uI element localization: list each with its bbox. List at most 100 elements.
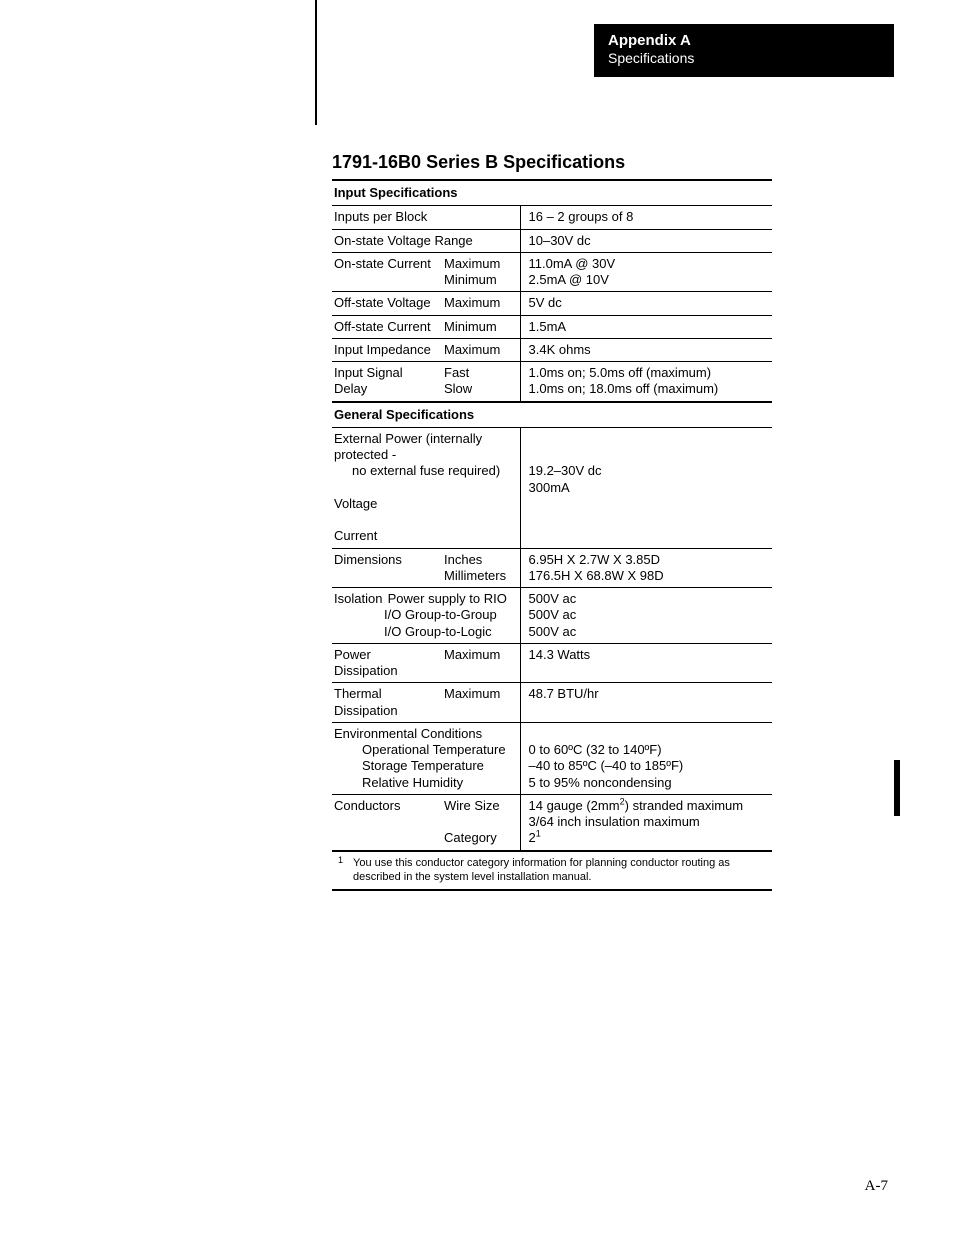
cell-label: Isolation Power supply to RIO I/O Group-… [332, 588, 520, 644]
change-bar [894, 760, 900, 816]
sub: Current [334, 528, 377, 543]
appendix-subtitle: Specifications [608, 50, 794, 67]
cell-value: 14 gauge (2mm2) stranded maximum 3/64 in… [520, 794, 772, 850]
val: 176.5H X 68.8W X 98D [529, 568, 664, 583]
cell-sublabel: Maximum [442, 292, 520, 315]
cell-value: 19.2–30V dc 300mA [520, 427, 772, 548]
table-row: Off-state Current Minimum 1.5mA [332, 315, 772, 338]
table-row: Dimensions Inches Millimeters 6.95H X 2.… [332, 548, 772, 588]
sub: Maximum [444, 256, 500, 271]
sub: Inches [444, 552, 482, 567]
val: 19.2–30V dc [529, 463, 602, 478]
sub: Wire Size [444, 798, 500, 813]
cell-label: Off-state Voltage [332, 292, 442, 315]
val: 0 to 60ºC (32 to 140ºF) [529, 742, 662, 757]
cell-label: Inputs per Block [332, 206, 520, 229]
header-box: Appendix A Specifications [594, 24, 894, 77]
cell-sublabel: Wire Size Category [442, 794, 520, 850]
sub: Power supply to RIO [388, 591, 507, 606]
sub: Voltage [334, 496, 377, 511]
cell-label: On-state Current [332, 252, 442, 292]
cell-value: 500V ac 500V ac 500V ac [520, 588, 772, 644]
footnote-number: 1 [338, 854, 343, 884]
table-row: On-state Voltage Range 10–30V dc [332, 229, 772, 252]
left-margin-rule [315, 0, 317, 125]
cell-value: 1.0ms on; 5.0ms off (maximum) 1.0ms on; … [520, 362, 772, 402]
table-row: Inputs per Block 16 – 2 groups of 8 [332, 206, 772, 229]
cell-value: 10–30V dc [520, 229, 772, 252]
cell-value: 6.95H X 2.7W X 3.85D 176.5H X 68.8W X 98… [520, 548, 772, 588]
val: –40 to 85ºC (–40 to 185ºF) [529, 758, 684, 773]
cell-value: 11.0mA @ 30V 2.5mA @ 10V [520, 252, 772, 292]
val: 300mA [529, 480, 570, 495]
cell-label: Power Dissipation [332, 643, 442, 683]
cell-label: Environmental Conditions Operational Tem… [332, 722, 520, 794]
sub: Millimeters [444, 568, 506, 583]
sub: I/O Group-to-Logic [384, 624, 492, 639]
cell-sublabel: Fast Slow [442, 362, 520, 402]
label: Isolation [334, 591, 384, 607]
label-line: no external fuse required) [334, 463, 500, 479]
appendix-label: Appendix A [608, 32, 794, 50]
val: 2.5mA @ 10V [529, 272, 609, 287]
cell-label: Input Impedance [332, 338, 442, 361]
table-row: Thermal Dissipation Maximum 48.7 BTU/hr [332, 683, 772, 723]
label-line: External Power (internally protected - [334, 431, 482, 462]
content: 1791-16B0 Series B Specifications Input … [332, 152, 772, 891]
section-heading-general: General Specifications [332, 402, 772, 428]
cell-label: Input Signal Delay [332, 362, 442, 402]
val: 11.0mA @ 30V [529, 256, 616, 271]
page-number: A-7 [865, 1178, 888, 1195]
table-row: Isolation Power supply to RIO I/O Group-… [332, 588, 772, 644]
sub: Operational Temperature [334, 742, 506, 758]
val: 5 to 95% noncondensing [529, 775, 672, 790]
val: 1.0ms on; 18.0ms off (maximum) [529, 381, 719, 396]
spec-table: Input Specifications Inputs per Block 16… [332, 179, 772, 852]
val: 500V ac [529, 591, 577, 606]
cell-value: 1.5mA [520, 315, 772, 338]
val: 2 [529, 830, 536, 845]
cell-value: 48.7 BTU/hr [520, 683, 772, 723]
table-row: Off-state Voltage Maximum 5V dc [332, 292, 772, 315]
sub: Minimum [444, 272, 497, 287]
cell-sublabel: Maximum [442, 338, 520, 361]
cell-label: Conductors [332, 794, 442, 850]
val: 500V ac [529, 607, 577, 622]
cell-value: 16 – 2 groups of 8 [520, 206, 772, 229]
cell-sublabel: Maximum [442, 643, 520, 683]
sup: 1 [536, 829, 541, 839]
table-row: On-state Current Maximum Minimum 11.0mA … [332, 252, 772, 292]
cell-value: 3.4K ohms [520, 338, 772, 361]
cell-value: 14.3 Watts [520, 643, 772, 683]
cell-value: 0 to 60ºC (32 to 140ºF) –40 to 85ºC (–40… [520, 722, 772, 794]
val: 6.95H X 2.7W X 3.85D [529, 552, 661, 567]
sub: Fast [444, 365, 469, 380]
table-row: Conductors Wire Size Category 14 gauge (… [332, 794, 772, 850]
cell-sublabel: Maximum Minimum [442, 252, 520, 292]
table-row: Power Dissipation Maximum 14.3 Watts [332, 643, 772, 683]
label: Conductors [334, 798, 400, 813]
sub: Slow [444, 381, 472, 396]
cell-sublabel: Minimum [442, 315, 520, 338]
val: 500V ac [529, 624, 577, 639]
page: Appendix A Specifications 1791-16B0 Seri… [0, 0, 954, 1235]
cell-label: Off-state Current [332, 315, 442, 338]
page-title: 1791-16B0 Series B Specifications [332, 152, 772, 173]
val: 14 gauge (2mm [529, 798, 620, 813]
cell-sublabel: Maximum [442, 683, 520, 723]
cell-sublabel: Inches Millimeters [442, 548, 520, 588]
table-row: Input Impedance Maximum 3.4K ohms [332, 338, 772, 361]
sub: Relative Humidity [334, 775, 463, 791]
table-row: Input Signal Delay Fast Slow 1.0ms on; 5… [332, 362, 772, 402]
val: 1.0ms on; 5.0ms off (maximum) [529, 365, 712, 380]
cell-label: Dimensions [332, 548, 442, 588]
cell-value: 5V dc [520, 292, 772, 315]
cell-label: External Power (internally protected - n… [332, 427, 520, 548]
sub: I/O Group-to-Group [384, 607, 497, 622]
sub: Storage Temperature [334, 758, 484, 774]
section-heading-input: Input Specifications [332, 180, 772, 206]
table-row: Environmental Conditions Operational Tem… [332, 722, 772, 794]
cell-label: Thermal Dissipation [332, 683, 442, 723]
cell-label: On-state Voltage Range [332, 229, 520, 252]
table-row: External Power (internally protected - n… [332, 427, 772, 548]
